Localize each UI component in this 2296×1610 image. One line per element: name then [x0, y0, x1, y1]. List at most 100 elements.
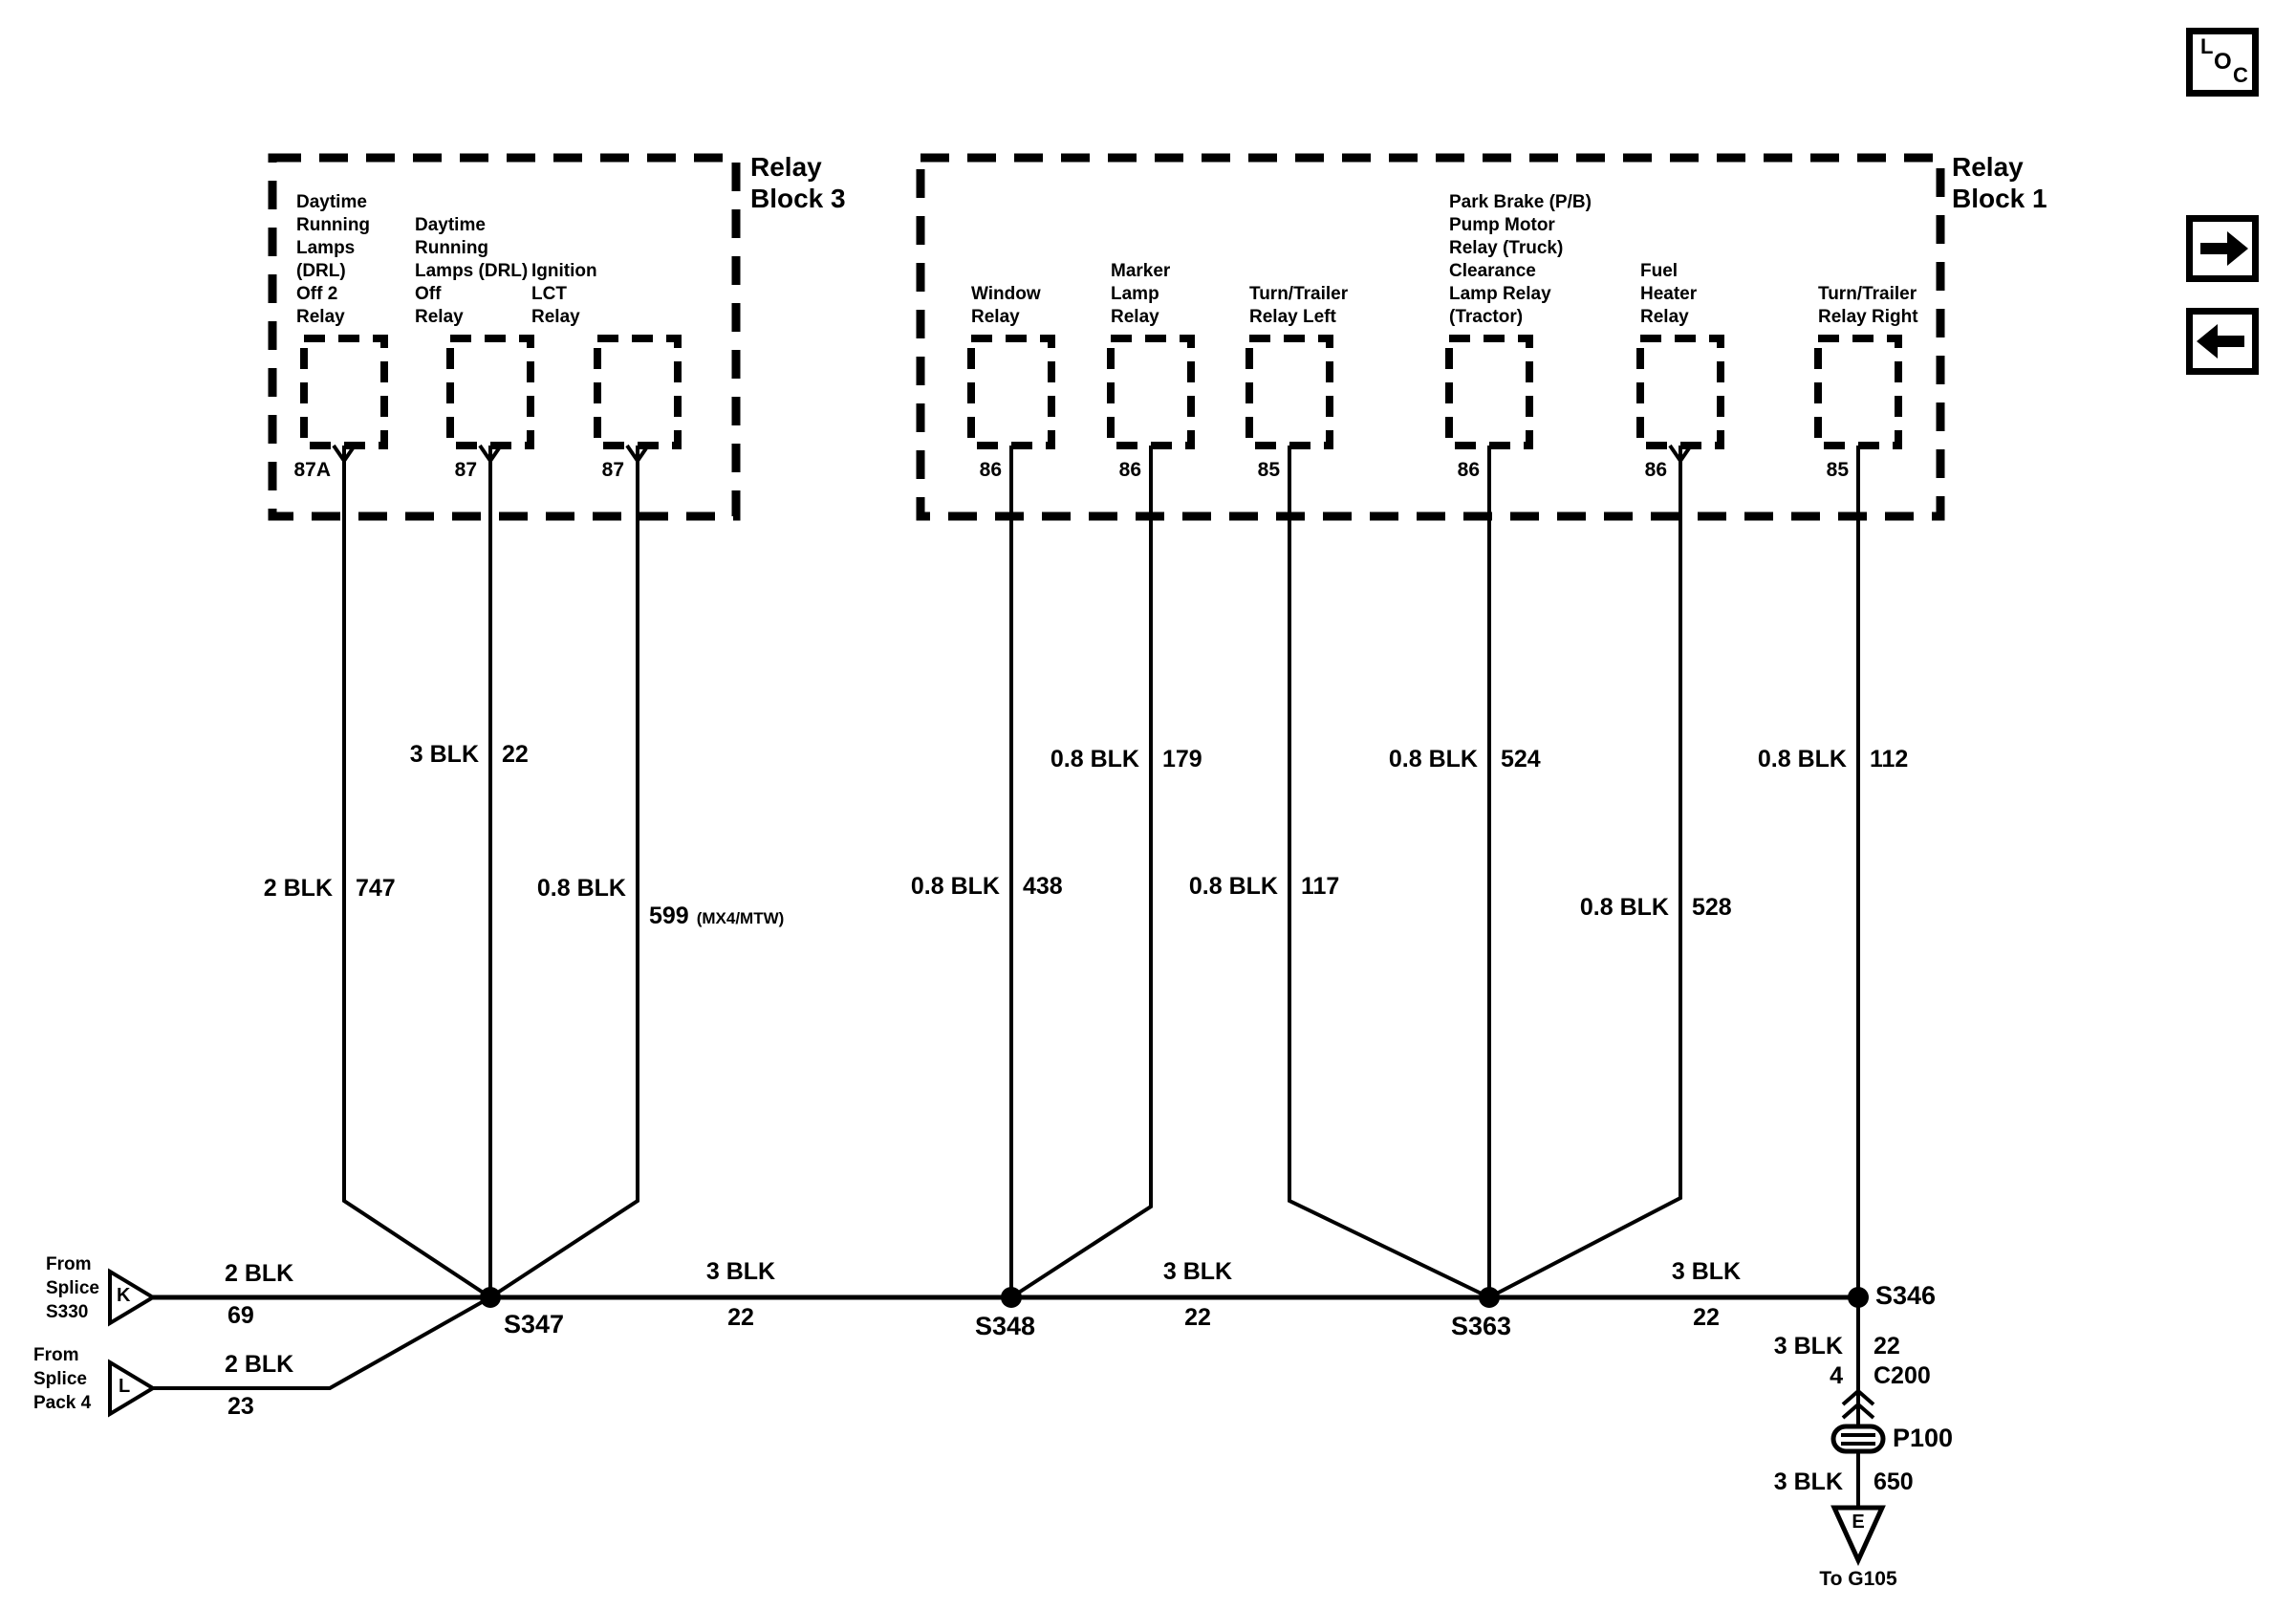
- pin-label: 85: [1826, 459, 1849, 481]
- loc-letter-c: C: [2233, 63, 2248, 87]
- wire-circuit-label: 117: [1301, 873, 1340, 900]
- fork-icon: [478, 444, 503, 465]
- relay-name-fuel-heater: Fuel Heater Relay: [1640, 261, 1698, 327]
- relay-name-marker-lamp: Marker Lamp Relay: [1111, 261, 1171, 327]
- relay-block-1-outline: [916, 153, 1945, 521]
- relay-box-turn-trailer-left: [1245, 335, 1333, 449]
- wire-size-label: 0.8 BLK: [536, 875, 626, 902]
- wire-size-label: 0.8 BLK: [910, 873, 1000, 900]
- ground-destination-label: To G105: [1819, 1568, 1897, 1590]
- fork-icon: [1668, 444, 1693, 465]
- relay-name-turn-trailer-left: Turn/Trailer Relay Left: [1249, 284, 1349, 327]
- relay-block-1-title: Relay Block 1: [1952, 152, 2047, 213]
- wire-size-label: 2 BLK: [225, 1260, 294, 1287]
- relay-box-ignition-lct: [594, 335, 682, 449]
- bus-circuit-label: 22: [1693, 1304, 1720, 1331]
- connector-chevrons-icon: [1841, 1388, 1875, 1420]
- splice-label-s347: S347: [504, 1310, 565, 1338]
- bus-size-label: 3 BLK: [705, 1258, 776, 1285]
- wire-528: [1488, 446, 1682, 1299]
- splice-label-s348: S348: [975, 1312, 1036, 1340]
- wires: [153, 446, 1860, 1508]
- pin-label: 86: [979, 459, 1002, 481]
- wire-circuit-label: 650: [1874, 1469, 1914, 1495]
- bus-size-label: 3 BLK: [1671, 1258, 1742, 1285]
- splice-dots: [480, 1287, 1869, 1308]
- grommet-label-p100: P100: [1893, 1424, 1954, 1452]
- bus-size-label: 3 BLK: [1162, 1258, 1233, 1285]
- wire-circuit-label: 528: [1692, 894, 1732, 921]
- relay-name-turn-trailer-right: Turn/Trailer Relay Right: [1818, 284, 1918, 327]
- splice-dot-s347: [480, 1287, 501, 1308]
- relay-block-3-title: Relay Block 3: [750, 152, 846, 213]
- grommet-icon: [1830, 1424, 1886, 1454]
- splice-label-s346: S346: [1875, 1281, 1937, 1310]
- wire-size-label: 0.8 BLK: [1579, 894, 1669, 921]
- wire-circuit-label: 747: [356, 875, 396, 902]
- relay-box-drl-off2: [300, 335, 388, 449]
- relay-box-marker-lamp: [1107, 335, 1195, 449]
- relay-box-drl-off: [446, 335, 534, 449]
- wire-circuit-label: 22: [502, 741, 529, 768]
- relay-box-turn-trailer-right: [1814, 335, 1902, 449]
- pin-label: 86: [1118, 459, 1141, 481]
- fork-icon: [625, 444, 650, 465]
- input-tag-k: K: [117, 1285, 131, 1306]
- splice-dot-s346: [1848, 1287, 1869, 1308]
- wire-size-label: 2 BLK: [225, 1351, 294, 1378]
- relay-boxes: [300, 335, 1902, 449]
- wire-size-label: 0.8 BLK: [1388, 746, 1478, 772]
- next-page-button[interactable]: [2186, 215, 2259, 282]
- wire-circuit-label: 69: [227, 1302, 254, 1329]
- wire-circuit-note: (MX4/MTW): [696, 909, 785, 927]
- relay-name-ignition-lct: Ignition LCT Relay: [531, 261, 597, 327]
- input-triangle-k: [108, 1268, 157, 1327]
- pin-label: 87: [601, 459, 624, 481]
- relay-box-fuel-heater: [1636, 335, 1724, 449]
- relay-name-park-brake: Park Brake (P/B) Pump Motor Relay (Truck…: [1449, 192, 1592, 327]
- wire-179: [1009, 446, 1153, 1299]
- loc-letter-l: L: [2200, 34, 2214, 58]
- arrow-left-icon: [2197, 324, 2244, 359]
- connector-label-c200: C200: [1874, 1362, 1931, 1389]
- wire-circuit-label: 599 (MX4/MTW): [649, 875, 784, 930]
- pin-fork-icons: [332, 444, 1693, 465]
- wire-23-input: [153, 1295, 491, 1390]
- loc-letter-o: O: [2214, 49, 2232, 75]
- wire-size-label: 0.8 BLK: [1757, 746, 1847, 772]
- relay-box-window: [967, 335, 1055, 449]
- wire-circuit-label: 22: [1874, 1333, 1900, 1360]
- pin-label: 85: [1257, 459, 1280, 481]
- input-source-label-k: From Splice S330: [46, 1254, 99, 1322]
- wire-circuit-label: 179: [1162, 746, 1202, 772]
- pin-label: 86: [1644, 459, 1667, 481]
- arrow-right-icon: [2200, 231, 2248, 266]
- input-triangle-l: [108, 1359, 157, 1418]
- wire-size-label: 2 BLK: [263, 875, 333, 902]
- relay-name-drl-off: Daytime Running Lamps (DRL) Off Relay: [415, 215, 529, 327]
- relay-block-3-outline: [268, 153, 741, 521]
- fork-icon: [332, 444, 357, 465]
- relay-box-park-brake: [1445, 335, 1533, 449]
- splice-label-s363: S363: [1451, 1312, 1512, 1340]
- ground-triangle-icon: [1830, 1505, 1886, 1567]
- previous-page-button[interactable]: [2186, 308, 2259, 375]
- wire-747: [342, 446, 492, 1299]
- wire-circuit-label: 524: [1501, 746, 1541, 772]
- wire-size-label: 3 BLK: [1773, 1469, 1843, 1495]
- wire-circuit-number: 599: [649, 903, 689, 929]
- pin-label: 87A: [293, 459, 331, 481]
- wire-size-label: 0.8 BLK: [1188, 873, 1278, 900]
- wire-size-label: 3 BLK: [1773, 1333, 1843, 1360]
- pin-label: 87: [454, 459, 477, 481]
- input-tag-l: L: [119, 1376, 131, 1397]
- splice-dot-s363: [1479, 1287, 1500, 1308]
- connector-pin-label: 4: [1830, 1362, 1843, 1389]
- wire-size-label: 0.8 BLK: [1050, 746, 1139, 772]
- wire-599: [488, 446, 639, 1299]
- loc-badge: L O C: [2186, 28, 2259, 97]
- pin-label: 86: [1457, 459, 1480, 481]
- bus-circuit-label: 22: [1184, 1304, 1211, 1331]
